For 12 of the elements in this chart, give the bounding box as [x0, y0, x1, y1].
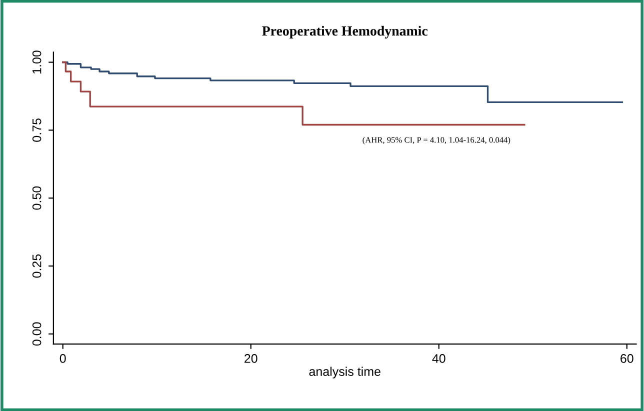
y-tick-label: 0.25: [32, 254, 42, 278]
x-tick-label: 20: [244, 354, 258, 363]
x-tick-label: 60: [620, 354, 634, 363]
x-tick-label: 0: [60, 354, 66, 363]
y-tick-label: 0.50: [32, 186, 42, 210]
x-tick-label: 40: [432, 354, 446, 363]
y-tick-label: 0.75: [32, 118, 42, 142]
annotation: (AHR, 95% CI, P = 4.10, 1.04-16.24, 0.044): [362, 136, 510, 144]
y-tick-label: 1.00: [32, 50, 42, 74]
x-axis-title: analysis time: [309, 366, 380, 378]
chart-title: Preoperative Hemodynamic: [262, 26, 428, 39]
y-tick-label: 0.00: [32, 322, 42, 346]
